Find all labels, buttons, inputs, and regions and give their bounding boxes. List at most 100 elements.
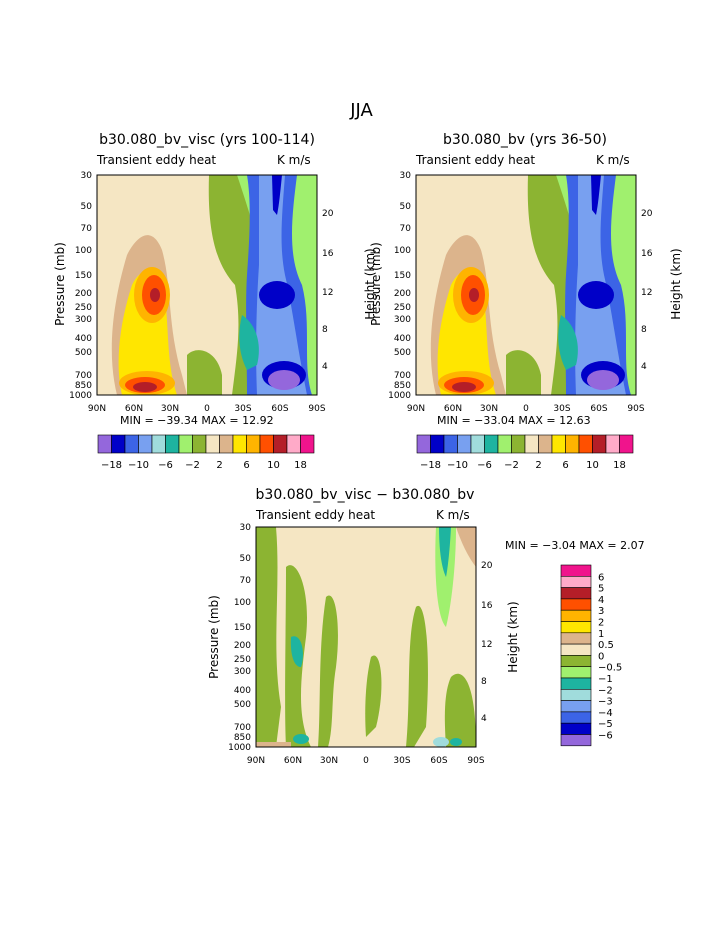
pressure-tick: 500 <box>234 700 251 710</box>
height-tick: 12 <box>322 288 333 298</box>
colorbar-label: −6 <box>158 460 173 471</box>
colorbar-swatch <box>560 609 592 622</box>
panel-3-title: b30.080_bv_visc − b30.080_bv <box>255 487 475 503</box>
colorbar-label: −0.5 <box>598 663 622 674</box>
colorbar-label: 10 <box>586 460 599 471</box>
height-tick: 20 <box>481 561 493 571</box>
colorbar-swatch <box>551 434 566 454</box>
pressure-tick: 1000 <box>388 391 411 401</box>
colorbar-swatch <box>205 434 220 454</box>
colorbar-label: −18 <box>420 460 441 471</box>
pressure-tick: 300 <box>234 667 251 677</box>
colorbar-swatch <box>511 434 526 454</box>
colorbar-label: 2 <box>535 460 541 471</box>
colorbar-swatch <box>259 434 274 454</box>
colorbar-swatch <box>497 434 512 454</box>
colorbar-swatch <box>578 434 593 454</box>
panel-1-plot: 30 50 70 100 150 200 250 300 400 500 700… <box>69 171 334 414</box>
colorbar-label: 10 <box>267 460 280 471</box>
colorbar-swatch <box>592 434 607 454</box>
colorbar-swatch <box>560 689 592 701</box>
colorbar-swatch <box>192 434 207 454</box>
colorbar-label: 1 <box>598 629 604 640</box>
pressure-tick: 500 <box>394 348 411 358</box>
pressure-tick: 300 <box>394 315 411 325</box>
colorbar-swatch <box>560 643 592 656</box>
colorbar-label: −5 <box>598 719 613 730</box>
colorbar-swatch <box>538 434 553 454</box>
panel-2-ylabel-right: Height (km) <box>669 248 683 320</box>
height-tick: 4 <box>481 714 487 724</box>
lat-tick: 0 <box>204 404 210 414</box>
lat-tick: 0 <box>363 756 369 766</box>
height-tick: 8 <box>481 677 487 687</box>
colorbar-label: 5 <box>598 584 604 595</box>
pressure-tick: 30 <box>400 171 412 181</box>
height-tick: 16 <box>481 601 493 611</box>
colorbar-swatch <box>219 434 234 454</box>
colorbar-swatch <box>232 434 247 454</box>
season-title: JJA <box>350 100 373 121</box>
colorbar-label: 3 <box>598 606 604 617</box>
colorbar-label: 2 <box>216 460 222 471</box>
colorbar-swatch <box>111 434 126 454</box>
colorbar-label: 18 <box>613 460 626 471</box>
colorbar-swatch <box>246 434 261 454</box>
colorbar-label: 4 <box>598 595 604 606</box>
height-tick: 12 <box>481 640 492 650</box>
pressure-tick: 850 <box>234 733 251 743</box>
lat-tick: 30S <box>553 404 570 414</box>
colorbar-label: 2 <box>598 618 604 629</box>
pressure-tick: 150 <box>234 623 251 633</box>
colorbar-label: −2 <box>185 460 200 471</box>
pressure-tick: 200 <box>394 289 411 299</box>
colorbar-swatch <box>151 434 166 454</box>
colorbar-swatch <box>560 655 592 668</box>
height-tick: 4 <box>322 362 328 372</box>
colorbar-swatch <box>560 666 592 679</box>
colorbar-label: 0.5 <box>598 640 614 651</box>
height-tick: 16 <box>322 249 334 259</box>
pressure-tick: 70 <box>400 224 412 234</box>
height-tick: 8 <box>641 325 647 335</box>
colorbar-swatch <box>560 632 592 645</box>
colorbar-label: 6 <box>562 460 568 471</box>
pressure-tick: 300 <box>75 315 92 325</box>
pressure-tick: 200 <box>75 289 92 299</box>
lat-tick: 30N <box>320 756 338 766</box>
colorbar-swatch <box>457 434 472 454</box>
panel-2-title: b30.080_bv (yrs 36-50) <box>443 132 607 148</box>
height-tick: 12 <box>641 288 652 298</box>
lat-tick: 60N <box>125 404 143 414</box>
pressure-tick: 200 <box>234 641 251 651</box>
colorbar-swatch <box>484 434 499 454</box>
pressure-tick: 50 <box>400 202 412 212</box>
colorbar-swatch <box>416 434 431 454</box>
pressure-tick: 400 <box>394 334 411 344</box>
colorbar-swatch <box>560 564 592 577</box>
lat-tick: 0 <box>523 404 529 414</box>
lat-tick: 30S <box>393 756 410 766</box>
colorbar-swatch <box>430 434 445 454</box>
colorbar-swatch <box>605 434 620 454</box>
height-tick: 8 <box>322 325 328 335</box>
panel-3-subtitle: Transient eddy heat <box>256 508 376 522</box>
pressure-tick: 250 <box>394 303 411 313</box>
panel-1-subtitle: Transient eddy heat <box>97 153 217 167</box>
pressure-tick: 1000 <box>69 391 92 401</box>
colorbar-swatch <box>524 434 539 454</box>
colorbar-swatch <box>560 734 592 747</box>
pressure-tick: 1000 <box>228 743 251 753</box>
panel-2-subtitle: Transient eddy heat <box>416 153 536 167</box>
colorbar-label: −10 <box>447 460 468 471</box>
panel-1-colorbar: −18 −10 −6 −2 2 6 10 18 <box>97 434 315 471</box>
lat-tick: 90N <box>88 404 106 414</box>
colorbar-swatch <box>560 711 592 724</box>
colorbar-label: −2 <box>598 685 613 696</box>
panel-1-title: b30.080_bv_visc (yrs 100-114) <box>99 132 315 148</box>
height-tick: 20 <box>641 209 653 219</box>
pressure-tick: 150 <box>75 271 92 281</box>
colorbar-label: −2 <box>504 460 519 471</box>
lat-tick: 60S <box>430 756 447 766</box>
pressure-tick: 400 <box>234 686 251 696</box>
